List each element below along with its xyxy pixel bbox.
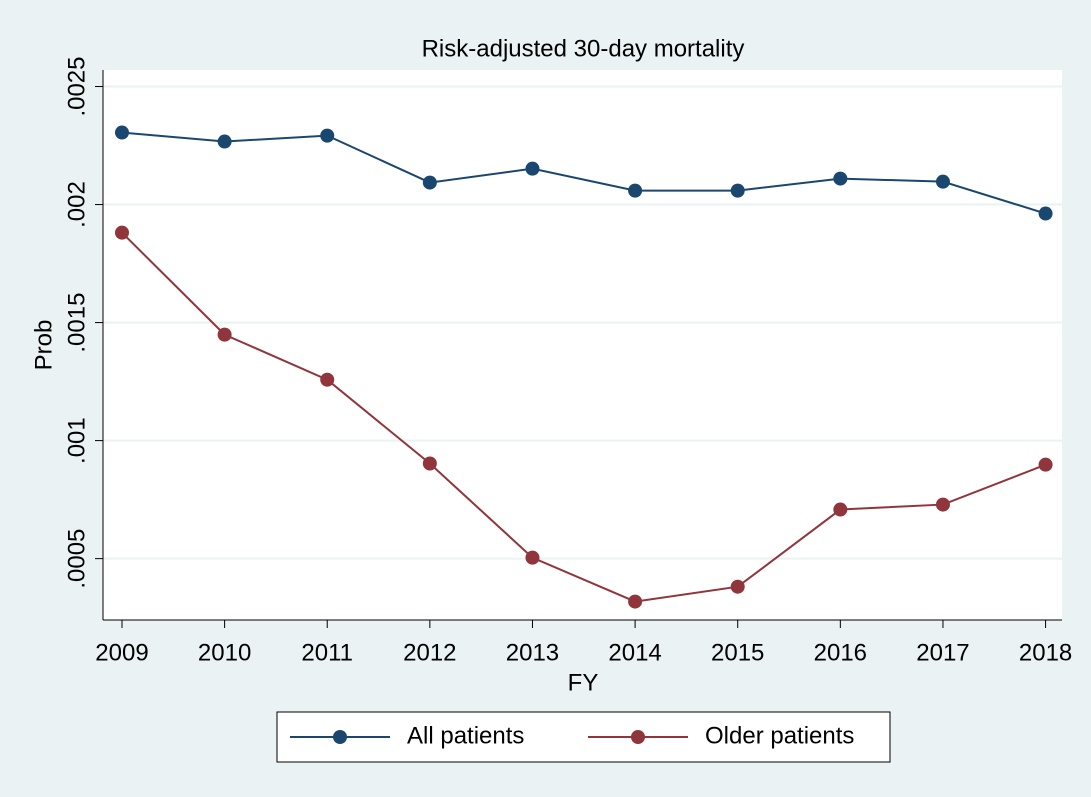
y-tick-label: .002 [63,181,90,228]
series-line [121,131,1046,215]
data-point [525,161,540,176]
data-point [1038,457,1053,472]
y-tick-label: .001 [63,417,90,464]
data-point [935,174,950,189]
x-tick-label: 2016 [814,639,867,666]
data-point [422,456,437,471]
data-point [833,502,848,517]
legend-marker [631,730,645,744]
x-tick-label: 2017 [916,639,969,666]
data-point [935,497,950,512]
data-point [628,594,643,609]
y-tick-label: .0015 [63,293,90,353]
y-tick-label: .0005 [63,529,90,589]
series-line [121,231,1046,603]
legend-marker [333,730,347,744]
data-point [320,372,335,387]
data-point [422,175,437,190]
x-axis-title: FY [568,669,599,696]
plot-area [103,70,1062,620]
data-point [1038,206,1053,221]
data-point [833,171,848,186]
x-tick-label: 2011 [301,639,353,666]
y-axis-title: Prob [30,320,57,371]
x-tick-label: 2012 [403,639,456,666]
legend-label: All patients [407,722,524,749]
y-tick-label: .0025 [63,56,90,116]
data-point [730,183,745,198]
x-tick-label: 2010 [198,639,251,666]
x-tick-label: 2018 [1019,639,1072,666]
chart-title: Risk-adjusted 30-day mortality [422,35,745,62]
legend-label: Older patients [705,722,854,749]
data-point [114,225,129,240]
data-point [730,579,745,594]
x-tick-label: 2013 [506,639,559,666]
data-point [217,327,232,342]
x-tick-label: 2009 [95,639,148,666]
data-point [114,125,129,140]
x-tick-label: 2015 [711,639,764,666]
data-point [525,550,540,565]
data-point [320,128,335,143]
x-tick-label: 2014 [608,639,661,666]
data-point [628,183,643,198]
data-point [217,134,232,149]
